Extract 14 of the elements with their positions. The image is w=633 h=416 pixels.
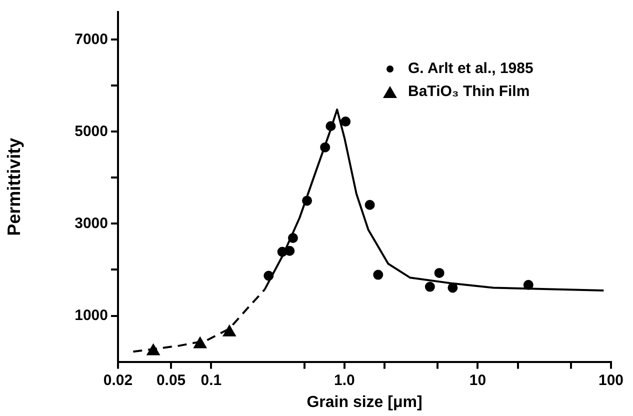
y-tick-label: 3000 [74, 214, 108, 232]
x-tick-label: 1.0 [334, 372, 355, 389]
x-tick-label: 0.05 [156, 372, 186, 389]
y-tick-label: 1000 [74, 306, 108, 324]
x-tick-label: 10 [469, 372, 486, 389]
legend-label: BaTiO₃ Thin Film [408, 83, 530, 100]
y-tick-label: 5000 [74, 122, 108, 140]
x-axis-title: Grain size [μm] [306, 394, 422, 411]
y-tick-label: 7000 [74, 30, 108, 48]
x-tick-label: 0.1 [200, 372, 222, 389]
y-axis-title: Permittivity [4, 138, 24, 236]
x-tick-label: 100 [598, 372, 624, 389]
x-tick-label: 0.02 [103, 372, 133, 389]
legend-label: G. Arlt et al., 1985 [408, 60, 534, 77]
